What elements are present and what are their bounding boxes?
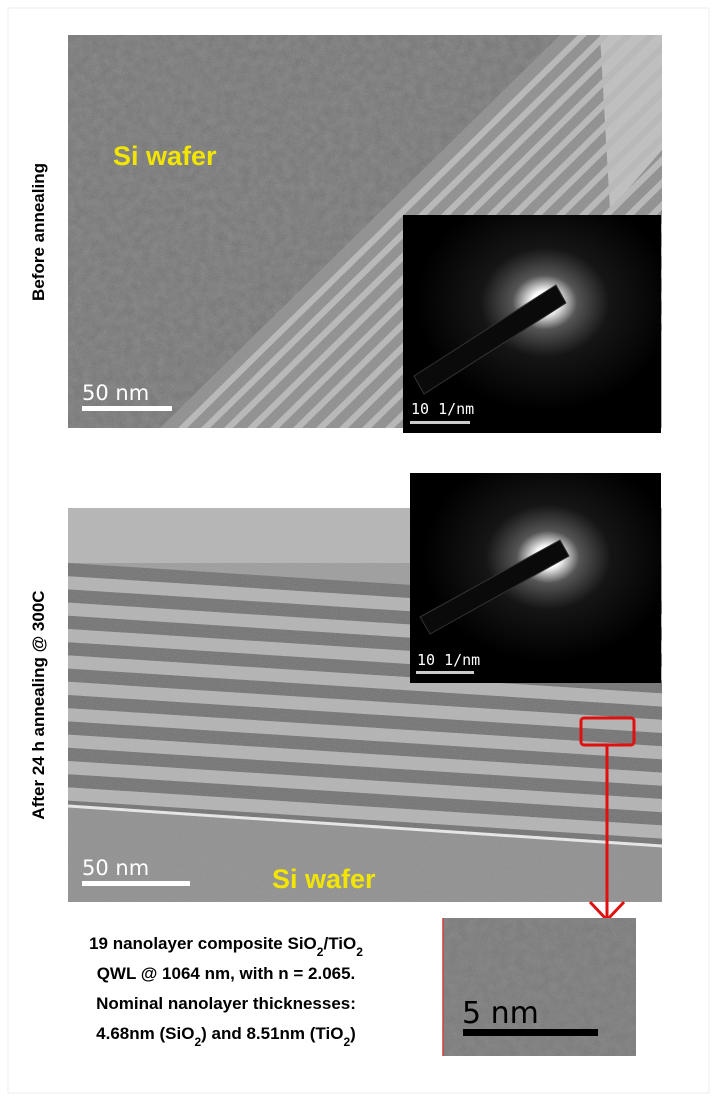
caption-line: Nominal nanolayer thicknesses: [96,994,356,1013]
zoom-scale-label: 5 nm [462,996,539,1031]
panel-label: Before annealing [29,163,48,301]
inset-scale-bar [416,671,474,674]
caption-line: QWL @ 1064 nm, with n = 2.065. [97,964,356,983]
scale-bar [82,881,190,886]
caption-text: QWL @ 1064 nm, with n = 2.065. [97,964,356,983]
caption-text: ) [350,1024,356,1043]
caption-text: 4.68nm (SiO [96,1024,194,1043]
region-label: Si wafer [113,141,217,171]
scale-bar-label: 50 nm [82,856,149,880]
scale-bar-label: 50 nm [82,381,149,405]
caption-text: 19 nanolayer composite SiO [89,934,317,953]
zoom-scale-bar [463,1029,598,1036]
region-label: Si wafer [272,864,376,894]
subscript: 2 [356,945,363,959]
panel-label: After 24 h annealing @ 300C [29,590,48,819]
inset-scale-label: 10 1/nm [417,651,480,669]
caption-text: /TiO [323,934,356,953]
scale-bar [82,406,172,411]
inset-scale-bar [410,421,470,424]
caption-text: ) and 8.51nm (TiO [201,1024,343,1043]
figure: Before annealing Si wafer 50 nm 10 1/nm … [0,0,717,1101]
inset-scale-label: 10 1/nm [411,400,474,418]
caption-text: Nominal nanolayer thicknesses: [96,994,356,1013]
